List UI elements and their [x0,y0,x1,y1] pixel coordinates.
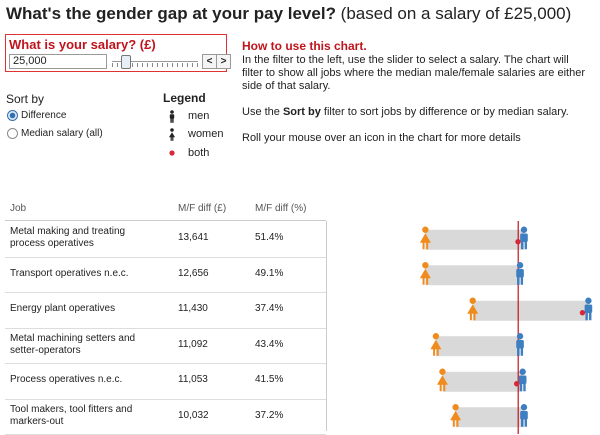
instructions-paragraph-3: Roll your mouse over an icon in the char… [242,132,521,144]
next-button[interactable]: > [216,54,231,69]
salary-filter: What is your salary? (£) 25,000 < > [5,34,231,72]
diff-percent: 41.5% [255,374,284,385]
slider-thumb[interactable] [121,55,131,69]
woman-icon[interactable] [436,368,448,392]
diff-percent: 49.1% [255,267,284,279]
job-name: Process operatives n.e.c. [10,374,123,385]
man-icon[interactable] [516,262,524,285]
table-row[interactable]: Process operatives n.e.c. 11,053 41.5% [5,363,595,399]
man-icon[interactable] [518,368,527,392]
sort-option-median-salary[interactable]: Median salary (all) [7,128,103,139]
range-bar[interactable] [425,265,521,286]
diff-amount: 11,053 [178,374,208,385]
table-row[interactable]: Energy plant operatives 11,430 37.4% [5,292,595,328]
woman-icon[interactable] [419,226,431,250]
radio-selected-icon[interactable] [7,110,18,121]
column-header-job: Job [10,203,27,214]
radio-unselected-icon[interactable] [7,128,18,139]
salary-slider[interactable] [112,54,198,69]
range-bar[interactable] [455,407,524,428]
dot-icon[interactable] [579,310,586,316]
sort-option-difference[interactable]: Difference [7,110,66,121]
range-bar[interactable] [435,336,521,357]
previous-button[interactable]: < [202,54,217,69]
diff-percent: 43.4% [255,338,284,350]
man-icon[interactable] [520,226,528,250]
man-icon[interactable] [584,297,593,321]
table-row[interactable]: Metal machining setters and setter-operat… [5,328,595,364]
gender-gap-chart [419,221,593,434]
sort-by-label: Sort by [6,92,45,106]
instructions-heading: How to use this chart. [242,39,367,53]
job-name: Energy plant operatives [10,303,116,314]
gender-gap-plot [332,221,595,434]
table-row[interactable]: Metal making and treating process operati… [5,221,595,257]
diff-amount: 11,430 [178,303,208,314]
legend-item-men: men [166,109,209,123]
legend-item-both: both [166,146,209,160]
salary-label: What is your salary? (£) [9,37,156,52]
job-name: Transport operatives n.e.c. [10,267,129,279]
diff-amount: 11,092 [178,338,208,350]
dot-icon [166,146,178,160]
column-header-diff-amount: M/F diff (£) [178,203,227,214]
diff-amount: 10,032 [178,409,209,421]
woman-icon[interactable] [419,262,431,285]
column-header-diff-percent: M/F diff (%) [255,203,307,214]
legend-title: Legend [163,91,206,105]
salary-input[interactable]: 25,000 [9,54,107,69]
dot-icon[interactable] [515,239,521,245]
instructions-paragraph-2: Use the Sort by filter to sort jobs by d… [242,106,569,118]
man-icon[interactable] [520,404,528,427]
woman-icon[interactable] [450,404,462,427]
range-bar[interactable] [472,300,589,321]
instructions-paragraph-1: In the filter to the left, use the slide… [242,54,585,92]
diff-amount: 12,656 [178,267,209,279]
man-icon[interactable] [516,333,524,356]
woman-icon[interactable] [467,297,479,321]
table-row[interactable]: Tool makers, tool fitters and markers-out… [5,399,595,435]
instructions-panel: How to use this chart. In the filter to … [242,40,592,145]
diff-percent: 37.4% [255,303,284,314]
range-bar[interactable] [425,229,524,250]
woman-icon [166,127,178,141]
dot-icon[interactable] [513,381,520,387]
job-name: Tool makers, tool fitters and markers-out [10,403,133,427]
job-name: Metal machining setters and setter-operat… [10,332,136,356]
diff-percent: 51.4% [255,232,284,243]
diff-percent: 37.2% [255,409,284,421]
page-title: What's the gender gap at your pay level?… [6,4,572,23]
woman-icon[interactable] [430,333,442,356]
table-row[interactable]: Transport operatives n.e.c. 12,656 49.1% [5,257,595,293]
legend-item-women: women [166,127,223,141]
range-bar[interactable] [442,371,523,392]
diff-amount: 13,641 [178,232,209,243]
job-name: Metal making and treating process operati… [10,226,126,249]
man-icon [166,109,178,123]
